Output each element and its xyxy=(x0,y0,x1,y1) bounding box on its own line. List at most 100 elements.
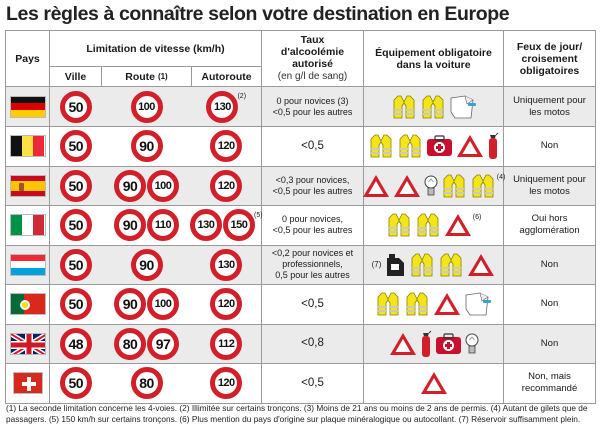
feux-value: Non xyxy=(540,337,559,349)
autoroute-cell: 112 xyxy=(191,323,263,364)
country-cell xyxy=(5,363,50,404)
ville-cell: 48 xyxy=(49,323,102,364)
header-route-note: (1) xyxy=(157,71,168,81)
vest-icon xyxy=(409,252,435,278)
feux-value: Oui hors agglomération xyxy=(519,213,580,237)
country-cell xyxy=(5,323,50,364)
flag-germany-icon xyxy=(9,95,46,118)
triangle-icon xyxy=(389,331,417,357)
autoroute-cell: 130 (2) xyxy=(191,86,263,127)
header-equipement: Équipement obligatoire dans la voiture xyxy=(363,30,505,87)
speed-sign-autoroute: 130 xyxy=(210,248,243,281)
flag-belgium-icon xyxy=(9,135,46,158)
route-cell: 80 xyxy=(101,363,192,404)
flag-luxembourg-icon xyxy=(9,253,46,276)
alcool-line: <0,5 pour les autres xyxy=(272,225,353,236)
speed-sign-ville: 50 xyxy=(59,169,92,202)
alcool-line: <0,5 xyxy=(301,297,324,310)
flag-italy-icon xyxy=(9,214,46,237)
feux-cell: Uniquement pour les motos xyxy=(503,86,597,127)
table-row: 48 80 97 112 <0,8 Non xyxy=(5,323,597,364)
table-row: 50 90 100 120 <0,5 Non xyxy=(5,284,597,325)
alcool-cell: <0,5 xyxy=(261,126,365,167)
triangle-icon xyxy=(393,173,421,199)
vest-icon xyxy=(368,133,394,159)
speed-sign-ville: 50 xyxy=(59,367,92,400)
speed-sign-autoroute: 120 xyxy=(210,367,243,400)
triangle-icon xyxy=(420,370,448,396)
vest-icon xyxy=(404,291,430,317)
alcool-line: <0,5 xyxy=(301,139,324,152)
speed-sign-autoroute: 120 xyxy=(210,169,243,202)
rules-table: Pays Limitation de vitesse (km/h) Taux d… xyxy=(5,30,597,404)
feux-cell: Uniquement pour les motos xyxy=(503,165,597,206)
triangle-icon xyxy=(444,212,472,238)
triangle-icon xyxy=(467,252,495,278)
vest-icon xyxy=(375,291,401,317)
ville-cell: 50 xyxy=(49,165,102,206)
bulb-icon xyxy=(424,175,438,197)
equipement-cell xyxy=(363,126,505,167)
flag-uk-icon xyxy=(9,332,46,355)
alcool-line: <0,8 xyxy=(301,337,324,350)
kit-icon xyxy=(426,135,453,157)
ville-cell: 50 xyxy=(49,244,102,285)
header-pays: Pays xyxy=(5,30,50,87)
equipement-cell xyxy=(363,86,505,127)
route-cell: 90 100 xyxy=(101,284,192,325)
header-feux: Feux de jour/ croisement obligatoires xyxy=(503,30,597,87)
kit-icon xyxy=(435,333,462,355)
equipement-note: (4) xyxy=(496,174,506,182)
alcool-line: 0 pour novices (3) xyxy=(276,95,349,106)
alcool-line: <0,2 pour novices et xyxy=(271,248,354,259)
triangle-icon xyxy=(362,173,390,199)
ville-cell: 50 xyxy=(49,86,102,127)
route-cell: 100 xyxy=(101,86,192,127)
vest-icon xyxy=(438,252,464,278)
footnotes: (1) La seconde limitation concerne les 4… xyxy=(6,403,588,424)
speed-sign-autoroute: 112 xyxy=(210,327,243,360)
ville-cell: 50 xyxy=(49,363,102,404)
autoroute-cell: 120 xyxy=(191,284,263,325)
speed-sign-autoroute-alt: 150 xyxy=(222,209,255,242)
speed-sign-route: 90 xyxy=(130,248,163,281)
equipement-cell xyxy=(363,323,505,364)
alcool-cell: <0,3 pour novices, <0,5 pour les autres xyxy=(261,165,365,206)
feux-value: Non xyxy=(540,258,559,270)
header-vitesse: Limitation de vitesse (km/h) xyxy=(48,30,263,67)
country-cell xyxy=(5,244,50,285)
vest-icon xyxy=(397,133,423,159)
speed-sign-route: 97 xyxy=(147,327,179,360)
extinguisher-icon xyxy=(487,132,499,160)
triangle-icon xyxy=(456,133,484,159)
speed-sign-autoroute: 120 xyxy=(210,130,243,163)
autoroute-note: (5) xyxy=(253,211,263,219)
alcool-line: 0,5 pour les autres xyxy=(275,270,350,281)
speed-sign-route: 100 xyxy=(130,90,163,123)
speed-sign-autoroute: 130 xyxy=(189,209,222,242)
can-icon xyxy=(384,253,406,277)
feux-value: Uniquement pour les motos xyxy=(513,94,586,118)
speed-sign-route: 80 xyxy=(114,327,146,360)
ville-cell: 50 xyxy=(49,126,102,167)
speed-sign-route: 100 xyxy=(147,169,179,202)
feux-value: Non, mais recommandé xyxy=(521,371,578,395)
speed-sign-ville: 50 xyxy=(59,209,92,242)
flag-spain-icon xyxy=(9,174,46,197)
table-row: 50 90 120 <0,5 Non xyxy=(5,126,597,167)
country-cell xyxy=(5,205,50,246)
route-cell: 80 97 xyxy=(101,323,192,364)
autoroute-cell: 130 150 (5) xyxy=(189,205,263,246)
alcool-cell: <0,5 xyxy=(261,284,365,325)
book-icon xyxy=(449,94,477,120)
feux-cell: Non xyxy=(503,126,597,167)
header-ville: Ville xyxy=(49,66,102,87)
alcool-cell: 0 pour novices, <0,5 pour les autres xyxy=(261,205,365,246)
ville-cell: 50 xyxy=(49,284,102,325)
alcool-cell: <0,2 pour novices et professionnels, 0,5 p… xyxy=(261,244,365,285)
speed-sign-ville: 50 xyxy=(59,90,92,123)
route-cell: 90 110 xyxy=(101,205,192,246)
header-route: Route (1) xyxy=(101,66,192,87)
table-row: 50 90 100 120 <0,3 pour novices, <0,5 pour le… xyxy=(5,165,597,206)
feux-cell: Non xyxy=(503,244,597,285)
